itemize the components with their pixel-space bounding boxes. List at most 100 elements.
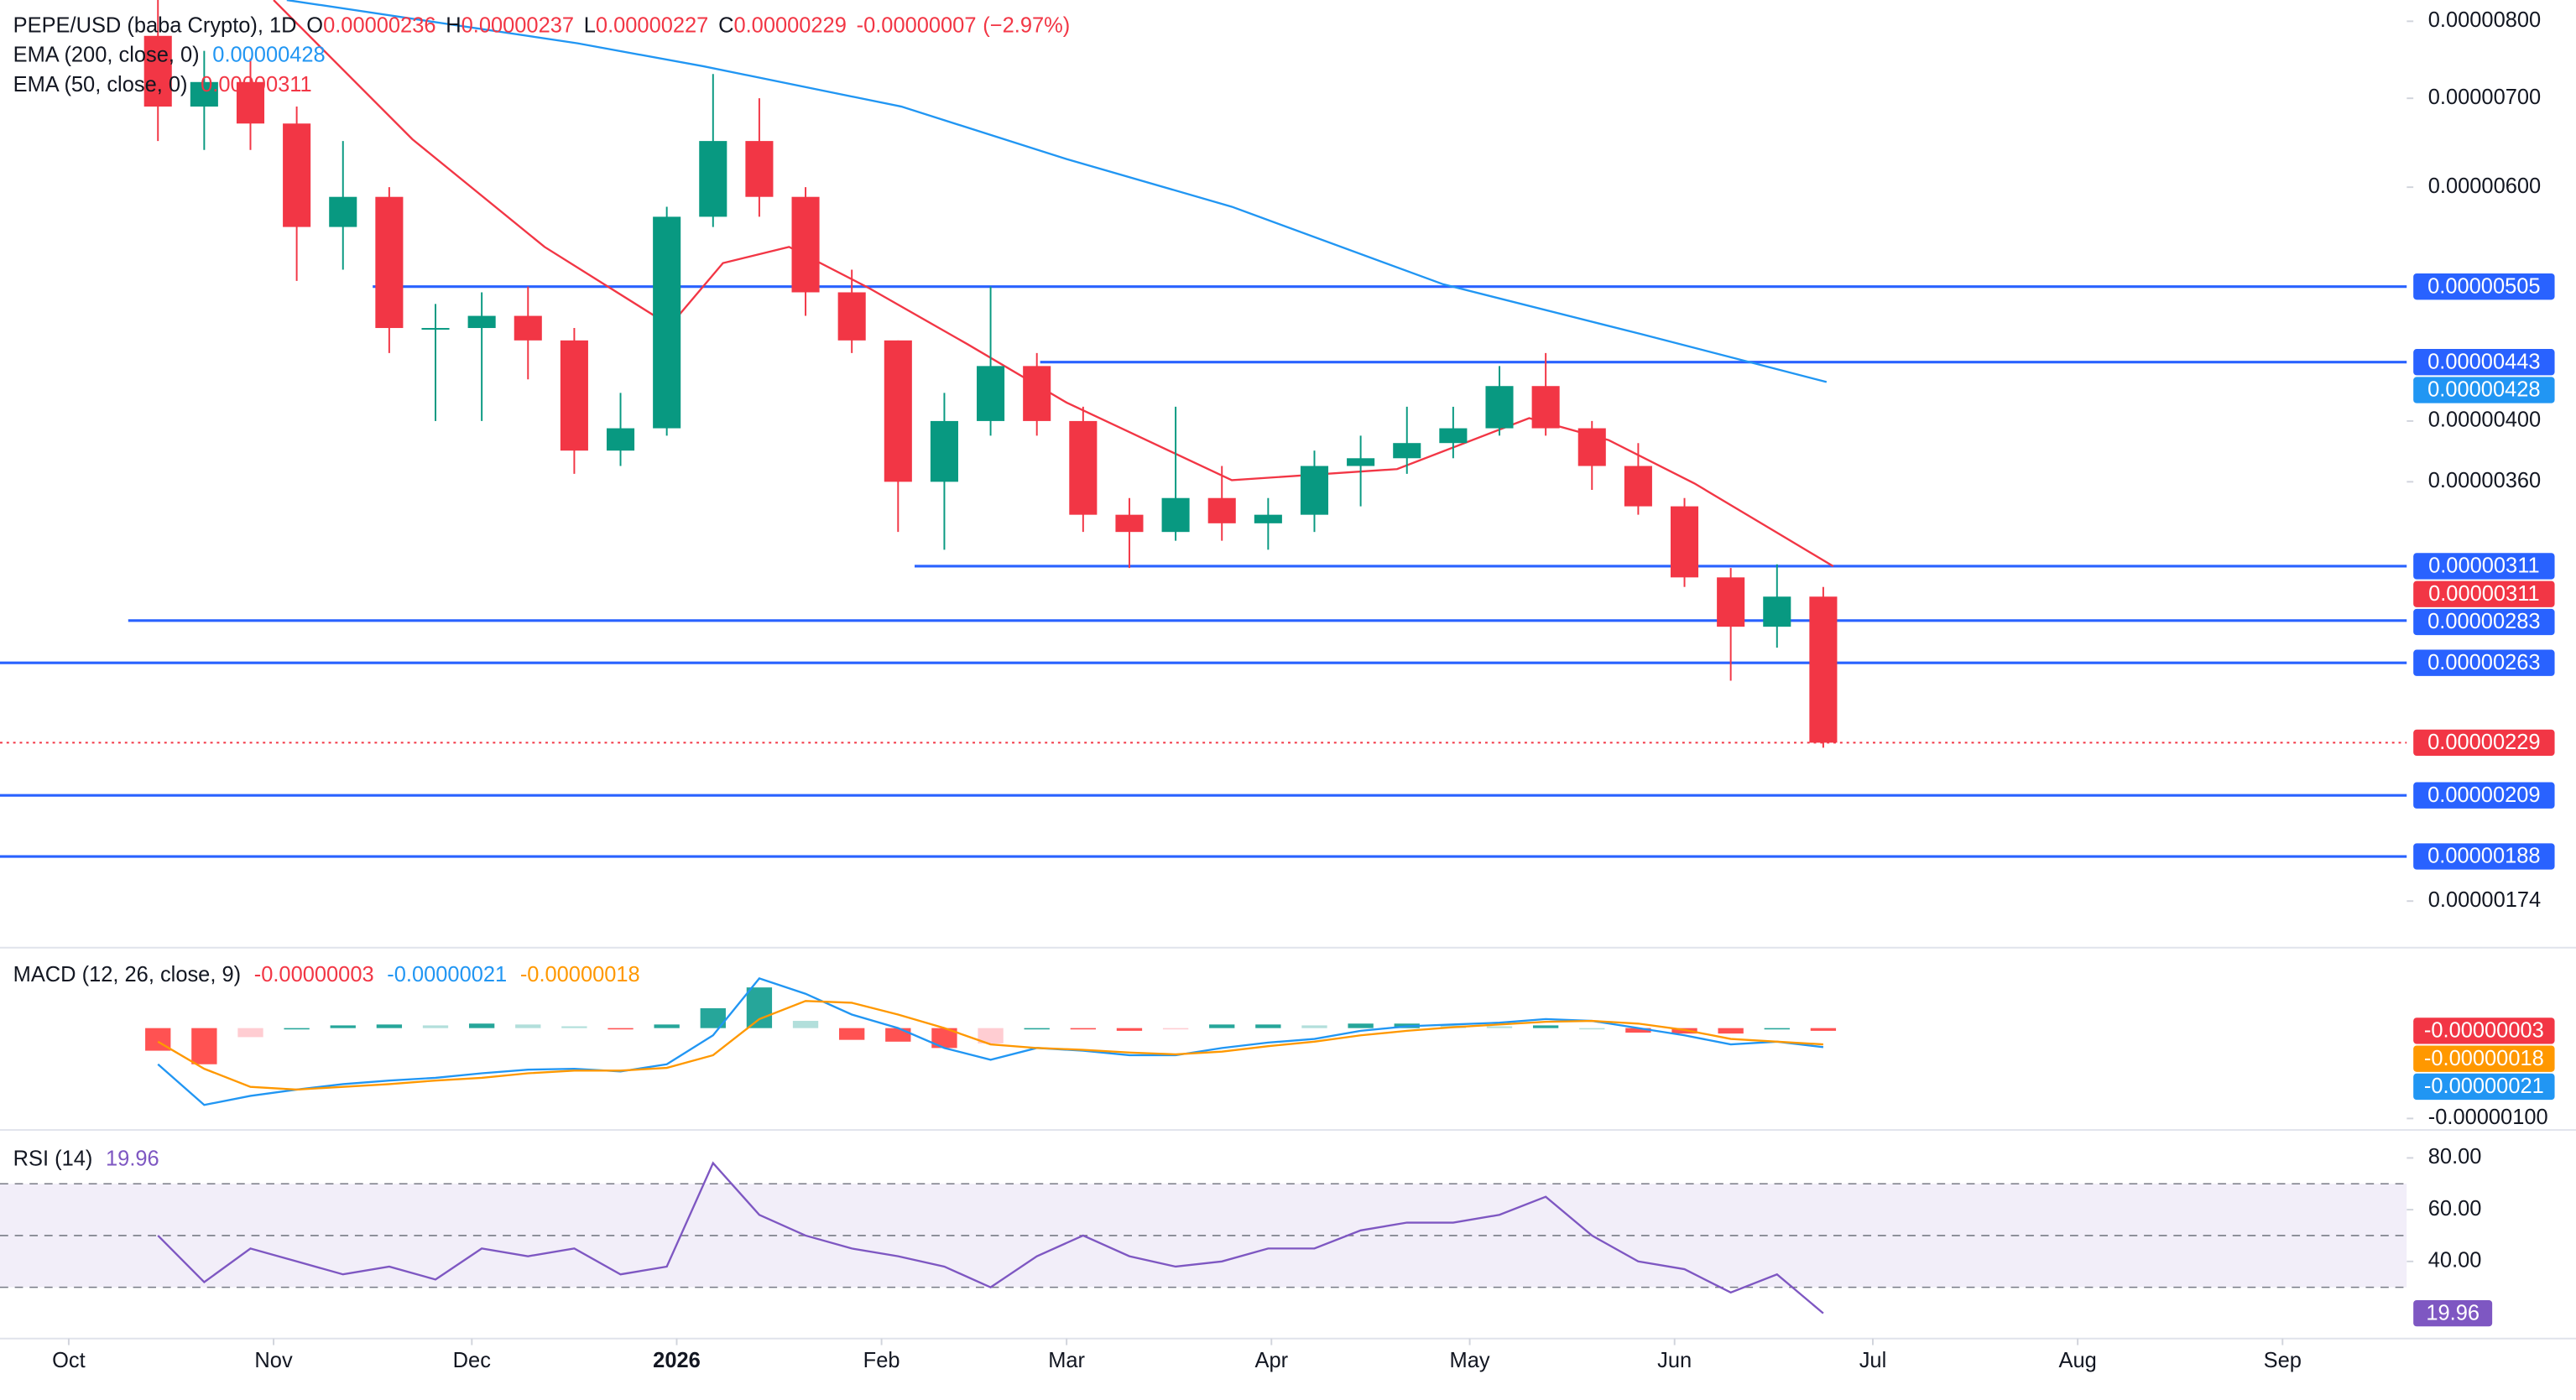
price-tag: [2413, 1073, 2555, 1101]
candle-body: [236, 81, 265, 124]
y-tick-label: 0.00000800: [2428, 8, 2541, 32]
price-tag: [2413, 729, 2555, 757]
candle-body: [375, 196, 404, 329]
y-tick-label: 0.00000400: [2428, 409, 2541, 432]
macd-histogram-bar: [1301, 1025, 1327, 1028]
change-value: -0.00000007: [857, 13, 977, 37]
candle-body: [1809, 596, 1838, 743]
ema-value: 0.00000311: [201, 73, 312, 96]
x-tick-label: 2026: [653, 1349, 701, 1372]
macd-histogram-bar: [1718, 1028, 1744, 1034]
candle-body: [977, 366, 1005, 421]
candle-body: [1577, 428, 1606, 466]
macd-histogram-bar: [700, 1007, 726, 1028]
macd-histogram-bar: [515, 1024, 541, 1028]
ema-name: EMA (50, close, 0): [13, 73, 188, 96]
price-tag: [2413, 273, 2555, 300]
rsi-legend: RSI (14) 19.96: [13, 1147, 159, 1170]
macd-value: -0.00000018: [520, 963, 640, 986]
macd-histogram-bar: [792, 1021, 819, 1028]
ema-legend: EMA (50, close, 0) 0.00000311: [13, 73, 312, 96]
rsi-y-tick-label: 40.00: [2428, 1249, 2482, 1272]
candle-body: [1531, 386, 1560, 429]
ohlc-value: 0.00000237: [461, 13, 574, 37]
macd-y-tick-label: -0.00000100: [2428, 1106, 2548, 1129]
macd-value: -0.00000003: [254, 963, 374, 986]
candle-body: [467, 315, 496, 329]
x-tick-label: Sep: [2264, 1349, 2302, 1372]
macd-histogram-bar: [1764, 1028, 1790, 1030]
macd-histogram-bar: [1024, 1028, 1050, 1030]
macd-histogram-bar: [746, 987, 773, 1028]
macd-histogram-bar: [1255, 1024, 1281, 1028]
candle-body: [745, 141, 774, 197]
candle-body: [329, 196, 357, 227]
ohlc-value: 0.00000227: [596, 13, 708, 37]
candle-body: [1115, 514, 1144, 533]
macd-histogram-bar: [1810, 1028, 1837, 1031]
price-tag: [2413, 580, 2555, 607]
candle-body: [1069, 420, 1098, 515]
candle-body: [791, 196, 820, 293]
candle-body: [421, 328, 450, 330]
price-tag: [2413, 1045, 2555, 1072]
macd-histogram-bar: [885, 1028, 911, 1042]
rsi-y-tick-label: 80.00: [2428, 1145, 2482, 1168]
rsi-y-tick-label: 60.00: [2428, 1197, 2482, 1220]
price-tag: [2413, 349, 2555, 376]
ohlc-key: O: [306, 13, 323, 37]
rsi-value: 19.96: [106, 1147, 159, 1170]
ema-value: 0.00000428: [212, 43, 325, 66]
rsi-line: [157, 1161, 1824, 1314]
ohlc-key: H: [446, 13, 461, 37]
y-tick-label: 0.00000360: [2428, 469, 2541, 492]
candle-body: [1161, 497, 1190, 533]
macd-histogram-bar: [1116, 1028, 1143, 1031]
macd-line: [157, 977, 1824, 1106]
x-tick-label: Oct: [52, 1349, 86, 1372]
macd-histogram-bar: [1532, 1025, 1559, 1028]
price-tag-label: 0.00000283: [2427, 610, 2540, 633]
price-tag-label: 0.00000263: [2427, 651, 2540, 674]
macd-histogram-bar: [839, 1028, 865, 1040]
macd-histogram-bar: [422, 1025, 449, 1028]
macd-histogram-bar: [931, 1028, 957, 1049]
price-tag: [2413, 782, 2555, 809]
rsi-tag: [2413, 1299, 2493, 1327]
axes-layer: 0.00000800 0.00000700 0.00000600 0.00000400…: [52, 8, 2555, 1372]
candle-body: [514, 315, 542, 341]
ohlc-value: 0.00000229: [733, 13, 846, 37]
macd-value: -0.00000021: [387, 963, 507, 986]
macd-histogram-bar: [376, 1024, 403, 1028]
macd-histogram-bar: [1486, 1026, 1513, 1028]
macd-histogram-bar: [654, 1024, 680, 1028]
price-tag: [2413, 608, 2555, 636]
macd-legend: MACD (12, 26, close, 9) -0.00000003 -0.000…: [13, 963, 640, 986]
candle-body: [1254, 514, 1282, 523]
ema-name: EMA (200, close, 0): [13, 43, 200, 66]
candle-body: [699, 141, 727, 217]
candle-body: [1393, 443, 1421, 459]
macd-pane: [145, 977, 1837, 1106]
price-tag: [2413, 1017, 2555, 1044]
candle-body: [1347, 458, 1375, 466]
price-tag: [2413, 649, 2555, 676]
candle-body: [606, 428, 635, 451]
macd-histogram-bar: [1162, 1028, 1189, 1030]
macd-histogram-bar: [978, 1028, 1004, 1043]
x-tick-label: May: [1450, 1349, 1490, 1372]
candle-body: [1485, 386, 1514, 429]
x-tick-label: Dec: [453, 1349, 492, 1372]
macd-histogram-bar: [1348, 1023, 1374, 1028]
price-tag-label: 0.00000209: [2427, 783, 2540, 807]
rsi-pane: [0, 1161, 2407, 1314]
y-tick-label: 0.00000700: [2428, 86, 2541, 109]
macd-histogram-bar: [330, 1025, 356, 1028]
y-tick-label: 0.00000174: [2428, 888, 2541, 912]
candle-body: [837, 292, 866, 341]
legend-layer: PEPE/USD (baba Crypto), 1D O0.00000236 H0.…: [13, 13, 1071, 1170]
candle-body: [283, 123, 311, 227]
price-tag-label: 0.00000188: [2427, 845, 2540, 868]
macd-histogram-bar: [607, 1028, 634, 1030]
